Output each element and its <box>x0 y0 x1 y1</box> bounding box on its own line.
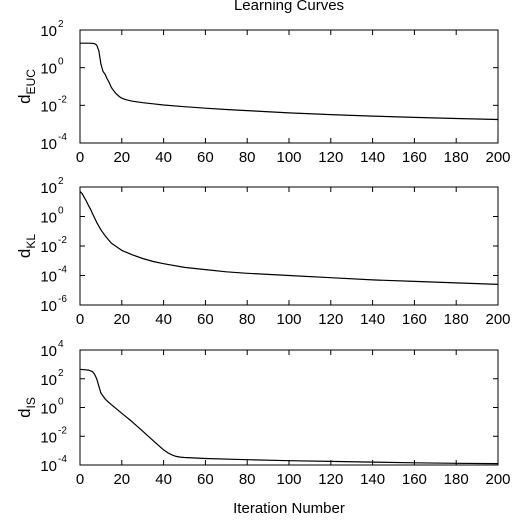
x-tick-label: 40 <box>155 149 172 166</box>
x-tick-label: 60 <box>197 149 214 166</box>
y-axis-label-subscript: IS <box>24 397 38 408</box>
y-axis-label: dKL <box>15 234 38 258</box>
y-axis-label-subscript: EUC <box>24 69 38 95</box>
x-tick-label: 120 <box>318 149 343 166</box>
x-tick-label: 120 <box>318 311 343 328</box>
x-tick-label: 200 <box>485 311 510 328</box>
x-tick-label: 180 <box>444 311 469 328</box>
y-tick-exponent: -2 <box>58 235 67 246</box>
y-tick-exponent: 0 <box>58 397 64 408</box>
x-tick-label: 20 <box>113 149 130 166</box>
y-tick-label: 10 <box>40 343 57 360</box>
x-tick-label: 100 <box>276 311 301 328</box>
y-tick-exponent: 2 <box>58 176 64 187</box>
x-tick-label: 140 <box>360 149 385 166</box>
y-tick-label: 10 <box>40 23 57 40</box>
y-axis-label-main: d <box>15 408 34 417</box>
x-tick-label: 40 <box>155 471 172 488</box>
x-tick-label: 200 <box>485 149 510 166</box>
y-tick-exponent: -4 <box>58 454 67 465</box>
x-axis-label: Iteration Number <box>233 500 345 517</box>
x-tick-label: 140 <box>360 471 385 488</box>
x-tick-label: 60 <box>197 311 214 328</box>
x-tick-label: 140 <box>360 311 385 328</box>
x-tick-label: 180 <box>444 471 469 488</box>
y-tick-label: 10 <box>40 298 57 315</box>
y-axis-label: dEUC <box>15 69 38 104</box>
y-tick-label: 10 <box>40 136 57 153</box>
y-tick-label: 10 <box>40 61 57 78</box>
y-tick-label: 10 <box>40 180 57 197</box>
y-tick-label: 10 <box>40 269 57 286</box>
x-tick-label: 20 <box>113 311 130 328</box>
x-tick-label: 100 <box>276 149 301 166</box>
y-tick-exponent: 0 <box>58 206 64 217</box>
x-tick-label: 200 <box>485 471 510 488</box>
x-tick-label: 160 <box>402 471 427 488</box>
series-line-1 <box>80 42 499 121</box>
y-tick-exponent: 2 <box>58 19 64 30</box>
x-tick-label: 0 <box>76 311 84 328</box>
y-axis-label-main: d <box>15 249 34 258</box>
x-tick-label: 160 <box>402 149 427 166</box>
series-line-1 <box>79 368 499 465</box>
y-tick-exponent: -4 <box>58 265 67 276</box>
y-tick-label: 10 <box>40 458 57 475</box>
x-tick-label: 180 <box>444 149 469 166</box>
series-line-1 <box>79 190 499 285</box>
plot-frame <box>79 186 499 306</box>
x-tick-label: 0 <box>76 149 84 166</box>
y-tick-label: 10 <box>40 210 57 227</box>
y-tick-exponent: -2 <box>58 425 67 436</box>
chart-title: Learning Curves <box>234 0 344 14</box>
x-tick-label: 0 <box>76 471 84 488</box>
y-axis-label-main: d <box>15 94 34 103</box>
y-axis-label-subscript: KL <box>24 234 38 249</box>
x-tick-label: 40 <box>155 311 172 328</box>
x-tick-label: 120 <box>318 471 343 488</box>
y-tick-label: 10 <box>40 429 57 446</box>
y-tick-exponent: 0 <box>58 57 64 68</box>
y-tick-exponent: 4 <box>58 339 64 350</box>
x-tick-label: 160 <box>402 311 427 328</box>
y-tick-exponent: -6 <box>58 294 67 305</box>
y-tick-label: 10 <box>40 372 57 389</box>
y-tick-exponent: -4 <box>58 132 67 143</box>
plot-frame <box>79 349 499 466</box>
x-tick-label: 20 <box>113 471 130 488</box>
x-tick-label: 100 <box>276 471 301 488</box>
x-tick-label: 80 <box>239 471 256 488</box>
y-tick-exponent: -2 <box>58 94 67 105</box>
x-tick-label: 60 <box>197 471 214 488</box>
y-tick-exponent: 2 <box>58 368 64 379</box>
y-tick-label: 10 <box>40 98 57 115</box>
x-tick-label: 80 <box>239 149 256 166</box>
plot-frame <box>79 29 499 144</box>
y-axis-label: dIS <box>15 397 38 418</box>
y-tick-label: 10 <box>40 401 57 418</box>
y-tick-label: 10 <box>40 239 57 256</box>
x-tick-label: 80 <box>239 311 256 328</box>
